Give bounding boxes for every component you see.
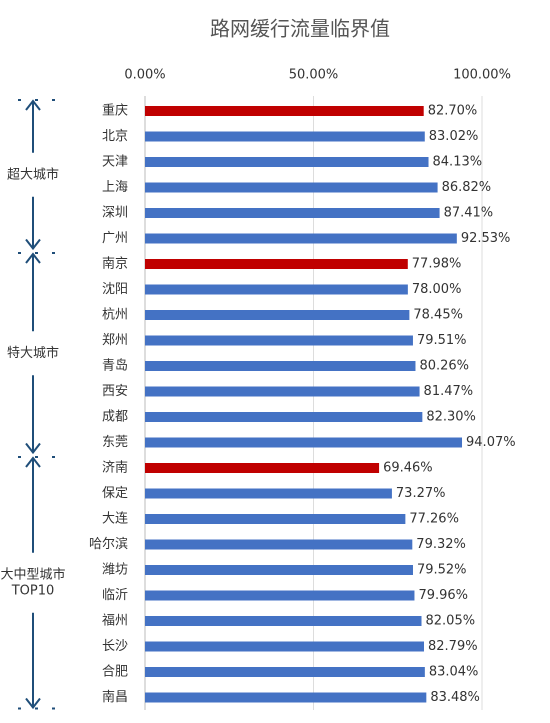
y-tick-label: 潍坊	[102, 563, 128, 578]
bar	[145, 641, 425, 652]
value-label: 80.26%	[419, 359, 469, 374]
y-tick-label: 青岛	[102, 358, 128, 374]
arrow-head	[25, 252, 41, 264]
bar	[145, 182, 438, 193]
value-label: 78.00%	[412, 282, 462, 297]
y-tick-label: 大连	[102, 511, 128, 527]
arrow-head	[25, 697, 41, 710]
value-label: 73.27%	[396, 486, 446, 501]
group-label: TOP10	[11, 583, 55, 598]
y-tick-label: 长沙	[102, 639, 128, 654]
x-tick-label: 0.00%	[124, 68, 165, 83]
bar	[145, 539, 413, 550]
value-label: 81.47%	[424, 384, 474, 399]
bar	[145, 667, 425, 677]
bar	[145, 310, 410, 320]
y-tick-label: 南京	[102, 256, 128, 272]
arrow-head	[25, 456, 41, 468]
value-label: 94.07%	[466, 435, 516, 450]
y-tick-label: 上海	[102, 180, 128, 195]
value-label: 82.70%	[428, 104, 478, 119]
value-label: 78.45%	[413, 308, 463, 323]
bar	[145, 233, 457, 244]
value-label: 79.52%	[417, 563, 467, 578]
y-tick-label: 保定	[102, 486, 128, 501]
bar	[145, 361, 416, 371]
y-tick-label: 合肥	[102, 665, 128, 680]
value-label: 69.46%	[383, 461, 433, 476]
y-tick-label: 杭州	[102, 308, 128, 323]
group-label: 特大城市	[7, 345, 59, 361]
value-label: 79.32%	[416, 537, 466, 552]
y-tick-label: 广州	[102, 231, 128, 246]
value-label: 77.98%	[412, 257, 462, 272]
bar	[145, 488, 392, 499]
y-tick-label: 沈阳	[102, 282, 128, 297]
value-label: 83.04%	[429, 665, 479, 680]
bar	[145, 437, 463, 448]
bar	[145, 131, 425, 142]
group-label: 大中型城市	[0, 566, 65, 582]
y-tick-label: 哈尔滨	[89, 536, 128, 552]
value-label: 84.13%	[433, 155, 483, 170]
value-label: 92.53%	[461, 231, 511, 246]
bar	[145, 463, 380, 473]
bar	[145, 259, 408, 269]
value-label: 83.02%	[429, 129, 479, 144]
x-tick-label: 50.00%	[289, 68, 339, 83]
value-label: 79.96%	[418, 588, 468, 603]
arrow-head	[25, 238, 41, 251]
y-tick-label: 临沂	[102, 588, 128, 603]
value-label: 87.41%	[444, 206, 494, 221]
y-tick-label: 济南	[102, 460, 128, 476]
y-tick-label: 深圳	[102, 206, 128, 221]
y-tick-label: 重庆	[102, 103, 128, 119]
bar	[145, 692, 427, 703]
bar	[145, 284, 408, 295]
y-tick-label: 北京	[102, 129, 128, 144]
value-label: 83.48%	[430, 690, 480, 705]
bar	[145, 565, 413, 575]
bar	[145, 335, 413, 346]
group-label: 超大城市	[7, 166, 59, 182]
y-tick-label: 西安	[102, 384, 128, 399]
bar	[145, 514, 406, 524]
value-label: 82.05%	[426, 614, 476, 629]
value-label: 82.30%	[426, 410, 476, 425]
bar	[145, 157, 429, 167]
bar	[145, 412, 423, 422]
arrow-head	[25, 442, 41, 455]
x-tick-label: 100.00%	[453, 68, 511, 83]
bar	[145, 106, 424, 116]
y-tick-label: 东莞	[102, 435, 128, 450]
y-tick-label: 福州	[102, 614, 128, 629]
value-label: 79.51%	[417, 333, 467, 348]
y-tick-label: 成都	[102, 410, 128, 425]
y-tick-label: 天津	[102, 155, 128, 170]
arrow-head	[25, 99, 41, 111]
bar	[145, 616, 422, 626]
bar	[145, 386, 420, 397]
bar	[145, 208, 440, 218]
bar	[145, 590, 415, 601]
value-label: 82.79%	[428, 639, 478, 654]
chart-title: 路网缓行流量临界值	[210, 17, 390, 41]
y-tick-label: 南昌	[102, 689, 128, 705]
value-label: 86.82%	[442, 180, 492, 195]
y-tick-label: 郑州	[102, 333, 128, 348]
value-label: 77.26%	[409, 512, 459, 527]
